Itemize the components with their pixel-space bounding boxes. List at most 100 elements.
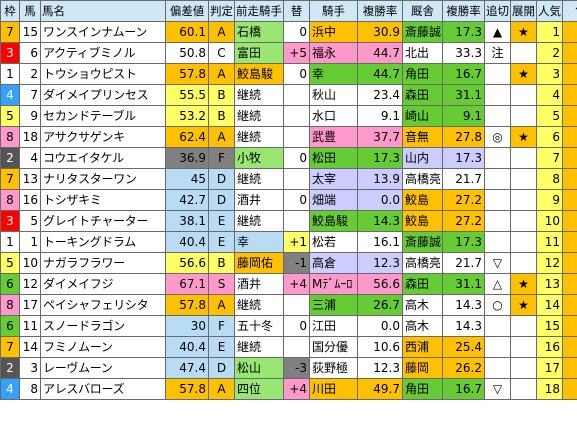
- header-uma[interactable]: 馬: [19, 0, 41, 22]
- up-marker: [562, 273, 577, 295]
- jockey-name: 水口: [309, 105, 358, 127]
- horse-number: 10: [19, 252, 41, 274]
- deviation-value: 67.1: [165, 273, 209, 295]
- horse-row[interactable]: 8 17 ペイシャフェリシタ 57.8 A 継続 三浦 26.7 高木 14.3 ○ ★ 14: [0, 294, 577, 316]
- header-sort-arrow-icon[interactable]: ↑: [562, 0, 577, 22]
- horse-row[interactable]: 6 12 ダイメイフジ 67.1 S 酒井 +4 Mﾃﾞﾑｰﾛ 56.6 森田 31.1 △ ★ 13: [0, 273, 577, 295]
- popularity-rank: 7: [536, 147, 563, 169]
- horse-name: コウエイタケル: [40, 147, 166, 169]
- horse-row[interactable]: 7 13 ナリタスターワン 45 D 継続 太宰 13.9 高橋亮 21.7 8: [0, 168, 577, 190]
- horse-row[interactable]: 3 6 アクティブミノル 50.8 C 富田 +5 福永 44.7 北出 33.3 注 2: [0, 42, 577, 64]
- header-kyusha-rate[interactable]: 複勝率: [442, 0, 485, 22]
- horse-number: 9: [19, 105, 41, 127]
- jockey-place-rate: 49.7: [357, 378, 403, 400]
- header-hensa[interactable]: 偏差値: [165, 0, 209, 22]
- jockey-change: [283, 168, 310, 190]
- previous-jockey: 継続: [234, 126, 284, 148]
- horse-number: 16: [19, 189, 41, 211]
- header-zenso[interactable]: 前走騎手: [234, 0, 284, 22]
- jockey-change: 0: [283, 21, 310, 43]
- jockey-change: [283, 336, 310, 358]
- workout-mark: [484, 315, 511, 337]
- up-marker: [562, 189, 577, 211]
- workout-mark: [484, 147, 511, 169]
- trainer-place-rate: 17.3: [442, 147, 485, 169]
- jockey-place-rate: 26.7: [357, 294, 403, 316]
- horse-row[interactable]: 2 3 レーヴムーン 47.4 D 松山 -3 荻野極 12.3 藤岡 26.2 17: [0, 357, 577, 379]
- horse-row[interactable]: 2 4 コウエイタケル 36.9 F 小牧 0 松田 17.3 山内 17.3 7: [0, 147, 577, 169]
- jockey-change: +4: [283, 273, 310, 295]
- header-tenkai[interactable]: 展開: [510, 0, 537, 22]
- jockey-name: 高倉: [309, 252, 358, 274]
- horse-frame-number: 8: [0, 189, 20, 211]
- horse-name: アサクサゲンキ: [40, 126, 166, 148]
- workout-mark: [484, 336, 511, 358]
- horse-row[interactable]: 3 5 グレイトチャーター 38.1 E 継続 鮫島駿 14.3 鮫島 27.2 10: [0, 210, 577, 232]
- judgement-grade: A: [208, 63, 235, 85]
- horse-row[interactable]: 4 8 アレスバローズ 57.8 A 四位 +4 川田 49.7 角田 16.7 ▽ 18: [0, 378, 577, 400]
- pace-star-icon: ★: [510, 126, 537, 148]
- header-kishu-rate[interactable]: 複勝率: [357, 0, 403, 22]
- previous-jockey: 幸: [234, 231, 284, 253]
- horse-row[interactable]: 5 9 セカンドテーブル 53.2 B 継続 水口 9.1 崎山 9.1 5: [0, 105, 577, 127]
- jockey-name: 畑端: [309, 189, 358, 211]
- deviation-value: 50.8: [165, 42, 209, 64]
- horse-name: トウショウピスト: [40, 63, 166, 85]
- deviation-value: 57.8: [165, 294, 209, 316]
- previous-jockey: 継続: [234, 84, 284, 106]
- header-kishu[interactable]: 騎手: [309, 0, 358, 22]
- horse-row[interactable]: 1 2 トウショウピスト 57.8 A 鮫島駿 0 幸 44.7 角田 16.7 ★ 3: [0, 63, 577, 85]
- jockey-place-rate: 30.9: [357, 21, 403, 43]
- pace-star-icon: [510, 42, 537, 64]
- workout-mark: [484, 168, 511, 190]
- jockey-place-rate: 37.7: [357, 126, 403, 148]
- header-ninki[interactable]: 人気: [536, 0, 563, 22]
- trainer-name: 音無: [402, 126, 443, 148]
- horse-row[interactable]: 7 14 フミノムーン 40.4 E 継続 国分優 10.6 西浦 25.4 16: [0, 336, 577, 358]
- deviation-value: 56.6: [165, 252, 209, 274]
- trainer-name: 高橋亮: [402, 168, 443, 190]
- horse-row[interactable]: 1 1 トーキングドラム 40.4 E 幸 +1 松若 16.1 斎藤誠 17.3 11: [0, 231, 577, 253]
- header-hantei[interactable]: 判定: [208, 0, 235, 22]
- horse-row[interactable]: 5 10 ナガラフラワー 56.6 B 藤岡佑 -1 高倉 12.3 高橋亮 21.7 ▽ 12: [0, 252, 577, 274]
- popularity-rank: 1: [536, 21, 563, 43]
- jockey-change: [283, 126, 310, 148]
- horse-frame-number: 2: [0, 147, 20, 169]
- pace-star-icon: ★: [510, 273, 537, 295]
- trainer-place-rate: 14.3: [442, 294, 485, 316]
- judgement-grade: S: [208, 273, 235, 295]
- workout-mark: ◎: [484, 126, 511, 148]
- horse-frame-number: 1: [0, 63, 20, 85]
- horse-row[interactable]: 8 16 トシザキミ 42.7 D 酒井 0 畑端 0.0 鮫島 27.2 9: [0, 189, 577, 211]
- horse-name: トシザキミ: [40, 189, 166, 211]
- judgement-grade: A: [208, 294, 235, 316]
- workout-mark: △: [484, 273, 511, 295]
- header-kyusha[interactable]: 厩舎: [402, 0, 443, 22]
- jockey-change: 0: [283, 315, 310, 337]
- horse-row[interactable]: 7 15 ワンスインナムーン 60.1 A 石橋 0 浜中 30.9 斎藤誠 17.3 ▲ ★ 1: [0, 21, 577, 43]
- trainer-name: 森田: [402, 273, 443, 295]
- deviation-value: 57.8: [165, 378, 209, 400]
- up-marker: [562, 357, 577, 379]
- judgement-grade: A: [208, 378, 235, 400]
- judgement-grade: D: [208, 357, 235, 379]
- horse-name: アクティブミノル: [40, 42, 166, 64]
- header-waku[interactable]: 枠: [0, 0, 20, 22]
- up-marker: [562, 210, 577, 232]
- trainer-place-rate: 21.7: [442, 252, 485, 274]
- deviation-value: 40.4: [165, 336, 209, 358]
- header-oikiri[interactable]: 追切: [484, 0, 511, 22]
- header-kae[interactable]: 替: [283, 0, 310, 22]
- trainer-place-rate: 27.2: [442, 210, 485, 232]
- workout-mark: [484, 210, 511, 232]
- horse-row[interactable]: 6 11 スノードラゴン 30 F 五十冬 0 江田 0.0 高木 14.3 15: [0, 315, 577, 337]
- horse-number: 11: [19, 315, 41, 337]
- horse-row[interactable]: 8 18 アサクサゲンキ 62.4 A 継続 武豊 37.7 音無 27.8 ◎ ★ 6: [0, 126, 577, 148]
- previous-jockey: 松山: [234, 357, 284, 379]
- horse-row[interactable]: 4 7 ダイメイプリンセス 55.5 B 継続 秋山 23.4 森田 31.1 4: [0, 84, 577, 106]
- header-name[interactable]: 馬名: [40, 0, 166, 22]
- judgement-grade: B: [208, 252, 235, 274]
- up-marker: [562, 126, 577, 148]
- deviation-value: 55.5: [165, 84, 209, 106]
